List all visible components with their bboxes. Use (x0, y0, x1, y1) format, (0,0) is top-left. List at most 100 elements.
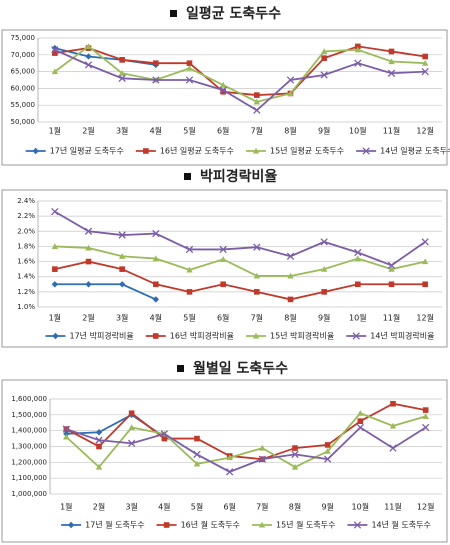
panel (1, 29, 448, 166)
x-tick-label: 8월 (284, 313, 296, 323)
legend-label: 15년 박피경락비율 (270, 331, 334, 341)
marker (51, 68, 59, 75)
series-line (54, 245, 426, 277)
y-tick-label: 1,100,000 (11, 474, 47, 482)
marker (118, 281, 126, 288)
marker (220, 88, 226, 95)
x-tick-label: 8월 (289, 502, 301, 512)
series (51, 207, 429, 270)
marker (186, 60, 193, 66)
x-tick-label: 7월 (251, 126, 263, 136)
marker (85, 244, 92, 251)
legend: 17년 월 도축두수 16년 월 도축두수 15년 월 도축두수 14년 월 도축두수 (61, 520, 431, 530)
marker (357, 418, 364, 424)
marker (128, 410, 135, 417)
y-tick-label: 1,300,000 (11, 443, 47, 451)
marker (389, 444, 397, 452)
marker (422, 407, 429, 413)
marker (62, 425, 70, 433)
x-tick-label: 12월 (416, 313, 434, 323)
marker (85, 43, 92, 49)
x-tick-label: 2월 (82, 313, 94, 323)
marker (51, 46, 59, 54)
marker (287, 296, 294, 303)
x-tick-label: 12월 (417, 502, 435, 512)
marker (422, 53, 428, 60)
marker (387, 69, 396, 77)
marker (160, 430, 168, 438)
x-tick-label: 1월 (49, 126, 61, 136)
marker (84, 227, 93, 235)
x-tick-label: 9월 (321, 502, 333, 512)
marker (118, 253, 126, 259)
marker (152, 296, 160, 303)
series-line (65, 412, 426, 469)
marker (118, 231, 126, 239)
marker (354, 46, 362, 53)
marker (153, 60, 159, 66)
marker (253, 243, 261, 251)
legend: 17년 일평균 도축두수 16년 일평균 도축두수 15년 일평균 도축두수 14년 … (25, 146, 450, 156)
x-tick-label: 6월 (217, 313, 229, 323)
marker (287, 272, 294, 279)
legend-item: 14년 일평균 도축두수 (356, 146, 450, 156)
marker (354, 255, 362, 262)
chart-title: 월별일 도축두수 (193, 360, 288, 377)
marker (421, 238, 429, 246)
marker (186, 289, 193, 295)
title-bullet (177, 365, 184, 372)
series-line (54, 210, 426, 267)
marker (356, 423, 364, 432)
marker (161, 435, 168, 442)
marker (163, 522, 170, 528)
x-tick-label: 7월 (256, 502, 268, 512)
y-tick-label: 1,500,000 (11, 411, 47, 419)
marker (387, 261, 396, 270)
y-tick-label: 65,000 (11, 68, 36, 76)
marker (362, 147, 370, 155)
x-tick-label: 11월 (383, 313, 401, 323)
x-tick-label: 8월 (284, 126, 296, 136)
x-tick-label: 5월 (191, 502, 203, 512)
marker (152, 229, 160, 238)
marker (51, 44, 59, 52)
marker (388, 265, 395, 272)
marker (85, 53, 92, 60)
marker (258, 455, 266, 463)
legend-label: 14년 일평균 도축두수 (380, 146, 450, 156)
series-line (54, 260, 426, 301)
marker (388, 58, 395, 65)
x-tick-label: 1월 (60, 502, 72, 512)
series-line (54, 48, 426, 112)
legend-item: 15년 월 도축두수 (252, 520, 335, 530)
marker (388, 48, 395, 55)
marker (219, 81, 227, 88)
x-tick-label: 7월 (251, 313, 263, 323)
series (51, 46, 429, 114)
marker (143, 148, 149, 154)
marker (388, 281, 395, 288)
legend-item: 16년 월 도축두수 (156, 520, 240, 530)
y-tick-label: 2.4% (17, 197, 35, 205)
marker (85, 281, 92, 288)
marker (219, 86, 227, 94)
panel (1, 379, 448, 543)
marker (353, 521, 362, 529)
marker (128, 424, 135, 431)
x-tick-label: 10월 (352, 502, 370, 512)
x-tick-label: 5월 (183, 126, 195, 136)
x-tick-label: 6월 (223, 502, 235, 512)
marker (321, 55, 327, 61)
x-tick-label: 4월 (150, 313, 162, 323)
marker (95, 429, 103, 436)
marker (63, 433, 70, 440)
marker (259, 444, 266, 451)
marker (421, 67, 429, 76)
legend-label: 17년 월 도축두수 (85, 520, 144, 530)
marker (287, 90, 294, 96)
legend-item: 17년 월 도축두수 (61, 520, 145, 530)
marker (320, 238, 328, 246)
y-tick-label: 1,600,000 (11, 395, 47, 403)
legend-label: 15년 일평균 도축두수 (270, 146, 344, 156)
